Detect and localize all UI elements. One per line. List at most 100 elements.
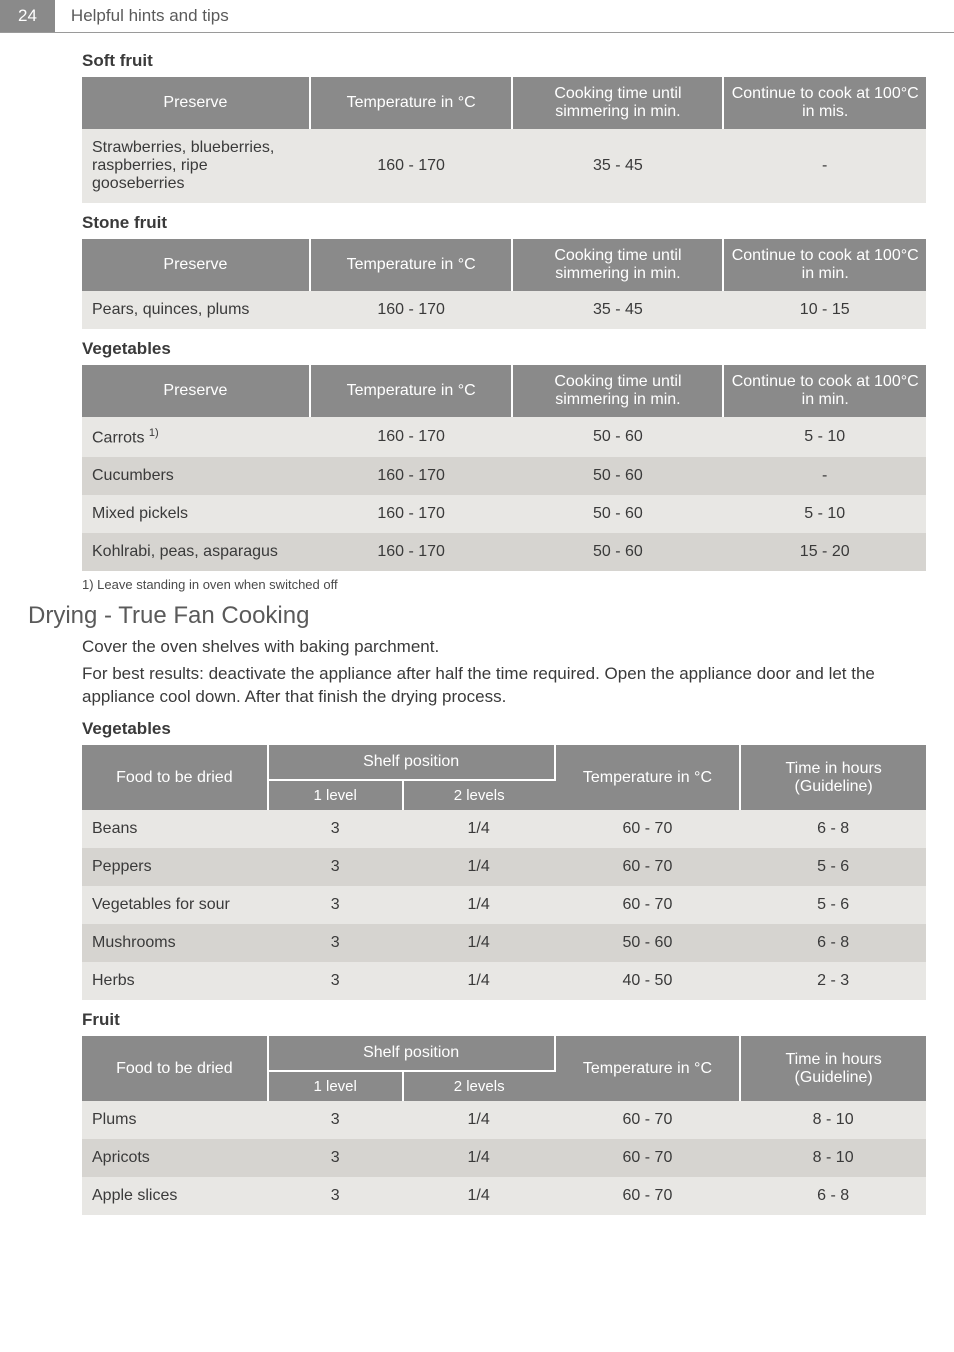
cell-food: Apricots	[82, 1139, 268, 1177]
col-temp: Temperature in °C	[555, 1036, 741, 1101]
cell-2levels: 1/4	[403, 810, 555, 848]
col-time: Time in hours (Guideline)	[740, 745, 926, 810]
col-cont: Continue to cook at 100°C in min.	[723, 239, 926, 291]
col-temp: Temperature in °C	[310, 365, 513, 417]
table-row: Beans31/460 - 706 - 8	[82, 810, 926, 848]
cell-time: 6 - 8	[740, 924, 926, 962]
cell-cook: 50 - 60	[512, 495, 723, 533]
col-cook: Cooking time until simmering in min.	[512, 239, 723, 291]
table-row: Apple slices31/460 - 706 - 8	[82, 1177, 926, 1215]
table-row: Carrots 1)160 - 17050 - 605 - 10	[82, 417, 926, 457]
cell-2levels: 1/4	[403, 848, 555, 886]
cell-preserve: Carrots 1)	[82, 417, 310, 457]
page-header-title: Helpful hints and tips	[55, 6, 229, 26]
cell-1level: 3	[268, 962, 403, 1000]
col-preserve: Preserve	[82, 239, 310, 291]
table-drying-vegetables: Food to be dried Shelf position Temperat…	[82, 745, 926, 1000]
cell-preserve: Kohlrabi, peas, asparagus	[82, 533, 310, 571]
col-cook: Cooking time until simmering in min.	[512, 365, 723, 417]
cell-1level: 3	[268, 1177, 403, 1215]
cell-2levels: 1/4	[403, 1177, 555, 1215]
table-row: Plums31/460 - 708 - 10	[82, 1101, 926, 1139]
table-soft-fruit: Preserve Temperature in °C Cooking time …	[82, 77, 926, 203]
cell-food: Vegetables for sour	[82, 886, 268, 924]
col-time: Time in hours (Guideline)	[740, 1036, 926, 1101]
col-cont: Continue to cook at 100°C in mis.	[723, 77, 926, 129]
cell-food: Mushrooms	[82, 924, 268, 962]
cell-2levels: 1/4	[403, 1101, 555, 1139]
col-1level: 1 level	[268, 780, 403, 810]
col-2levels: 2 levels	[403, 780, 555, 810]
col-2levels: 2 levels	[403, 1071, 555, 1101]
page-header: 24 Helpful hints and tips	[0, 0, 954, 33]
cell-temp: 60 - 70	[555, 810, 741, 848]
table-vegetables-preserve: Preserve Temperature in °C Cooking time …	[82, 365, 926, 571]
cell-temp: 60 - 70	[555, 1101, 741, 1139]
table-row: Mixed pickels160 - 17050 - 605 - 10	[82, 495, 926, 533]
col-shelf: Shelf position	[268, 745, 555, 780]
table-row: Cucumbers160 - 17050 - 60-	[82, 457, 926, 495]
cell-cont: 5 - 10	[723, 495, 926, 533]
cell-2levels: 1/4	[403, 886, 555, 924]
col-preserve: Preserve	[82, 365, 310, 417]
cell-preserve: Mixed pickels	[82, 495, 310, 533]
cell-1level: 3	[268, 848, 403, 886]
cell-1level: 3	[268, 924, 403, 962]
page-content: Soft fruit Preserve Temperature in °C Co…	[0, 51, 954, 1249]
col-temp: Temperature in °C	[310, 239, 513, 291]
heading-stone-fruit: Stone fruit	[82, 213, 926, 233]
cell-time: 6 - 8	[740, 810, 926, 848]
cell-food: Beans	[82, 810, 268, 848]
para-drying-2: For best results: deactivate the applian…	[82, 663, 926, 709]
table-stone-fruit: Preserve Temperature in °C Cooking time …	[82, 239, 926, 329]
heading-drying-vegetables: Vegetables	[82, 719, 926, 739]
cell-food: Apple slices	[82, 1177, 268, 1215]
cell-1level: 3	[268, 810, 403, 848]
page-number: 24	[0, 0, 55, 32]
table-row: Mushrooms31/450 - 606 - 8	[82, 924, 926, 962]
table-drying-fruit: Food to be dried Shelf position Temperat…	[82, 1036, 926, 1215]
cell-cook: 35 - 45	[512, 291, 723, 329]
col-shelf: Shelf position	[268, 1036, 555, 1071]
col-1level: 1 level	[268, 1071, 403, 1101]
cell-cont: -	[723, 457, 926, 495]
cell-cont: 5 - 10	[723, 417, 926, 457]
cell-2levels: 1/4	[403, 924, 555, 962]
table-row: Strawberries, blueberries, raspberries, …	[82, 129, 926, 203]
cell-cont: 15 - 20	[723, 533, 926, 571]
cell-temp: 60 - 70	[555, 848, 741, 886]
cell-temp: 60 - 70	[555, 886, 741, 924]
table-row: Kohlrabi, peas, asparagus160 - 17050 - 6…	[82, 533, 926, 571]
cell-temp: 160 - 170	[310, 457, 513, 495]
cell-preserve: Strawberries, blueberries, raspberries, …	[82, 129, 310, 203]
cell-food: Plums	[82, 1101, 268, 1139]
cell-temp: 160 - 170	[310, 495, 513, 533]
table-row: Herbs31/440 - 502 - 3	[82, 962, 926, 1000]
cell-preserve: Pears, quinces, plums	[82, 291, 310, 329]
cell-food: Herbs	[82, 962, 268, 1000]
cell-1level: 3	[268, 886, 403, 924]
cell-temp: 60 - 70	[555, 1177, 741, 1215]
cell-temp: 160 - 170	[310, 129, 513, 203]
cell-time: 8 - 10	[740, 1139, 926, 1177]
table-row: Vegetables for sour31/460 - 705 - 6	[82, 886, 926, 924]
cell-time: 5 - 6	[740, 848, 926, 886]
heading-drying: Drying - True Fan Cooking	[28, 602, 926, 630]
col-temp: Temperature in °C	[555, 745, 741, 810]
cell-temp: 160 - 170	[310, 417, 513, 457]
cell-cont: 10 - 15	[723, 291, 926, 329]
para-drying-1: Cover the oven shelves with baking parch…	[82, 636, 926, 659]
table-row: Peppers31/460 - 705 - 6	[82, 848, 926, 886]
cell-food: Peppers	[82, 848, 268, 886]
cell-temp: 160 - 170	[310, 533, 513, 571]
cell-cook: 50 - 60	[512, 533, 723, 571]
col-preserve: Preserve	[82, 77, 310, 129]
cell-cont: -	[723, 129, 926, 203]
cell-time: 5 - 6	[740, 886, 926, 924]
cell-2levels: 1/4	[403, 1139, 555, 1177]
table-row: Apricots31/460 - 708 - 10	[82, 1139, 926, 1177]
cell-time: 8 - 10	[740, 1101, 926, 1139]
col-cook: Cooking time until simmering in min.	[512, 77, 723, 129]
cell-temp: 160 - 170	[310, 291, 513, 329]
table-row: Pears, quinces, plums 160 - 170 35 - 45 …	[82, 291, 926, 329]
